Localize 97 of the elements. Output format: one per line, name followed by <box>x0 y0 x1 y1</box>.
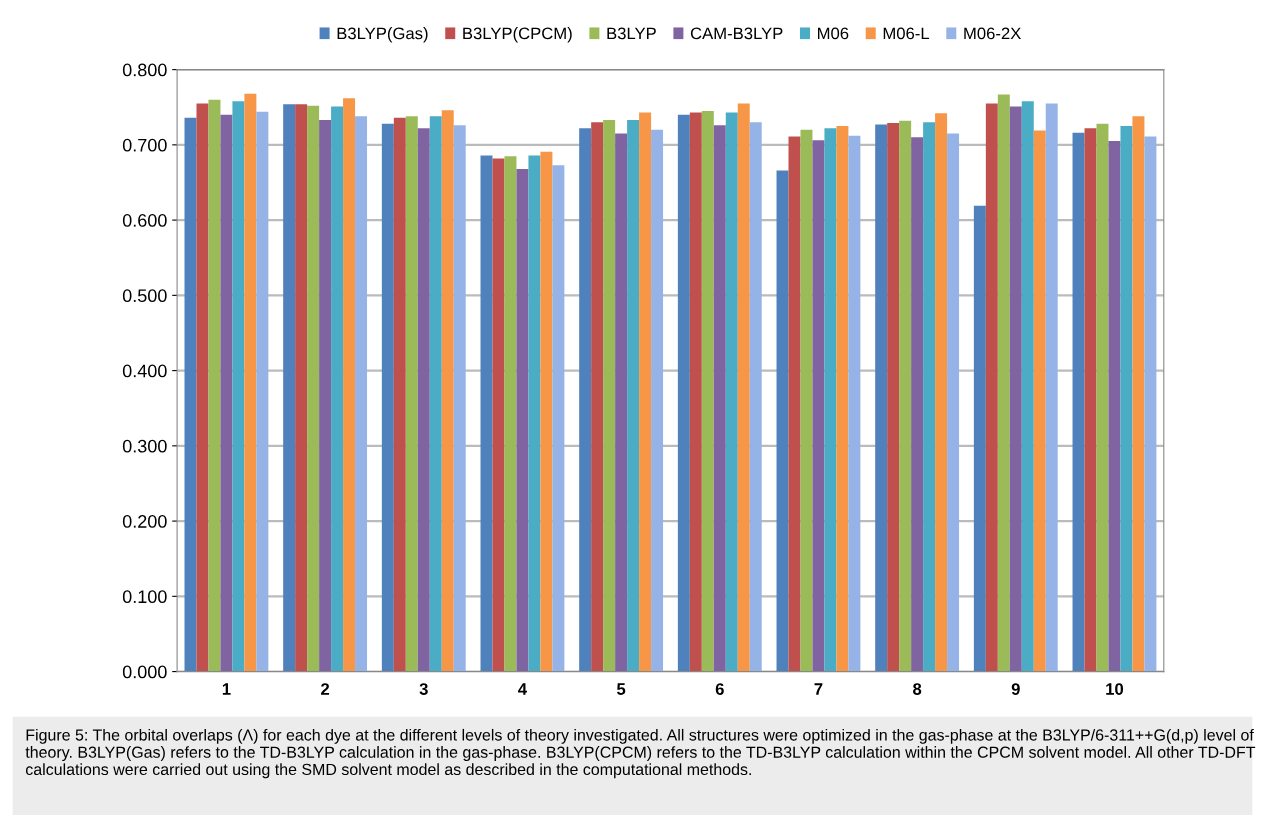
caption: Figure 5: The orbital overlaps (Λ) for each dye at the different levels of theory investigated. All structures were optimized in the gas-phase at the B3LYP/6-311++G(d,p) level of theory. B3LYP(Gas) refers to the TD-B3LYP calculation in the gas-phase. B3LYP(CPCM) refers to the TD-B3LYP calculation within the CPCM solvent model. All other TD-DFT calculations were carried out using the SMD solvent model as described in the computational methods. <box>25 728 1256 779</box>
bar <box>1132 116 1145 672</box>
bar <box>935 113 948 672</box>
legend-label: CAM-B3LYP <box>690 27 783 40</box>
bar <box>528 155 541 672</box>
bar <box>812 140 825 672</box>
x-tick-label: 6 <box>715 683 724 695</box>
bar <box>788 136 801 672</box>
legend-label: M06-2X <box>964 27 1021 40</box>
y-tick-label: 0.100 <box>122 590 167 604</box>
bar <box>355 116 368 672</box>
bar <box>220 114 233 672</box>
bar <box>677 114 690 672</box>
legend-label: B3LYP(Gas) <box>337 27 428 43</box>
bar <box>184 117 197 672</box>
bar <box>453 125 466 672</box>
y-tick-label: 0.700 <box>122 138 167 152</box>
bar <box>800 129 813 672</box>
x-tick-label: 5 <box>616 683 626 695</box>
x-tick-label: 10 <box>1106 683 1124 695</box>
x-tick-label: 4 <box>518 683 527 695</box>
bar <box>973 205 986 672</box>
bar <box>540 151 553 672</box>
bar <box>737 103 750 672</box>
bar <box>615 133 628 672</box>
x-tick-label: 3 <box>419 683 428 695</box>
bar <box>417 128 430 672</box>
bar <box>1072 132 1085 672</box>
bar <box>713 125 726 672</box>
bar <box>504 156 517 672</box>
bar <box>1144 136 1157 672</box>
y-tick-label: 0.000 <box>122 665 167 679</box>
bar <box>899 120 912 672</box>
bar <box>875 124 888 672</box>
bar <box>441 110 454 672</box>
y-tick-label: 0.400 <box>122 364 167 378</box>
legend-label: B3LYP(CPCM) <box>463 27 572 43</box>
bar <box>295 104 308 672</box>
x-tick-label: 9 <box>1011 683 1020 695</box>
bar <box>651 129 664 672</box>
bar <box>256 111 269 672</box>
legend-label: B3LYP <box>607 27 656 40</box>
bar <box>947 133 960 672</box>
bar <box>1108 141 1121 672</box>
bar <box>911 137 924 672</box>
x-tick-label: 8 <box>913 683 922 695</box>
bar <box>689 112 702 672</box>
bar <box>307 105 320 672</box>
legend-label: M06-L <box>883 27 930 40</box>
bar <box>244 93 257 672</box>
bar <box>923 122 936 672</box>
bar <box>552 165 565 672</box>
y-tick-label: 0.600 <box>122 214 167 227</box>
bar <box>887 123 900 672</box>
bar <box>405 116 418 672</box>
bar <box>997 94 1010 672</box>
bar <box>381 123 394 672</box>
bar <box>208 99 221 672</box>
bar <box>824 128 837 672</box>
bar <box>1096 123 1109 672</box>
bar <box>283 104 296 672</box>
bar <box>343 98 356 672</box>
x-tick-label: 7 <box>814 683 823 695</box>
y-tick-label: 0.300 <box>122 439 167 453</box>
y-tick-label: 0.800 <box>122 63 167 77</box>
y-tick-label: 0.200 <box>122 515 167 528</box>
bar <box>331 106 344 672</box>
bar <box>393 117 406 672</box>
bar <box>639 112 652 672</box>
bar <box>429 116 442 672</box>
bar <box>1033 130 1046 672</box>
bar <box>492 158 505 672</box>
bar <box>1009 106 1022 672</box>
x-tick-label: 1 <box>222 683 231 695</box>
bar <box>725 112 738 672</box>
bar <box>985 103 998 672</box>
bar <box>480 155 493 672</box>
bar <box>516 168 529 672</box>
bar <box>1084 128 1097 672</box>
legend-label: M06 <box>818 27 849 40</box>
bar <box>848 135 861 672</box>
bar <box>1120 126 1133 672</box>
bar <box>1021 101 1034 672</box>
bar <box>1045 103 1058 672</box>
bar <box>319 120 332 672</box>
bar <box>836 126 849 672</box>
bar <box>627 120 640 672</box>
bar <box>749 122 762 672</box>
bar <box>603 120 616 672</box>
bar <box>196 103 209 672</box>
bar <box>579 128 592 672</box>
y-tick-label: 0.500 <box>122 289 167 303</box>
x-tick-label: 2 <box>321 683 330 695</box>
bar <box>232 101 245 672</box>
bar <box>701 111 714 672</box>
bar <box>776 170 789 672</box>
bar <box>591 122 604 672</box>
